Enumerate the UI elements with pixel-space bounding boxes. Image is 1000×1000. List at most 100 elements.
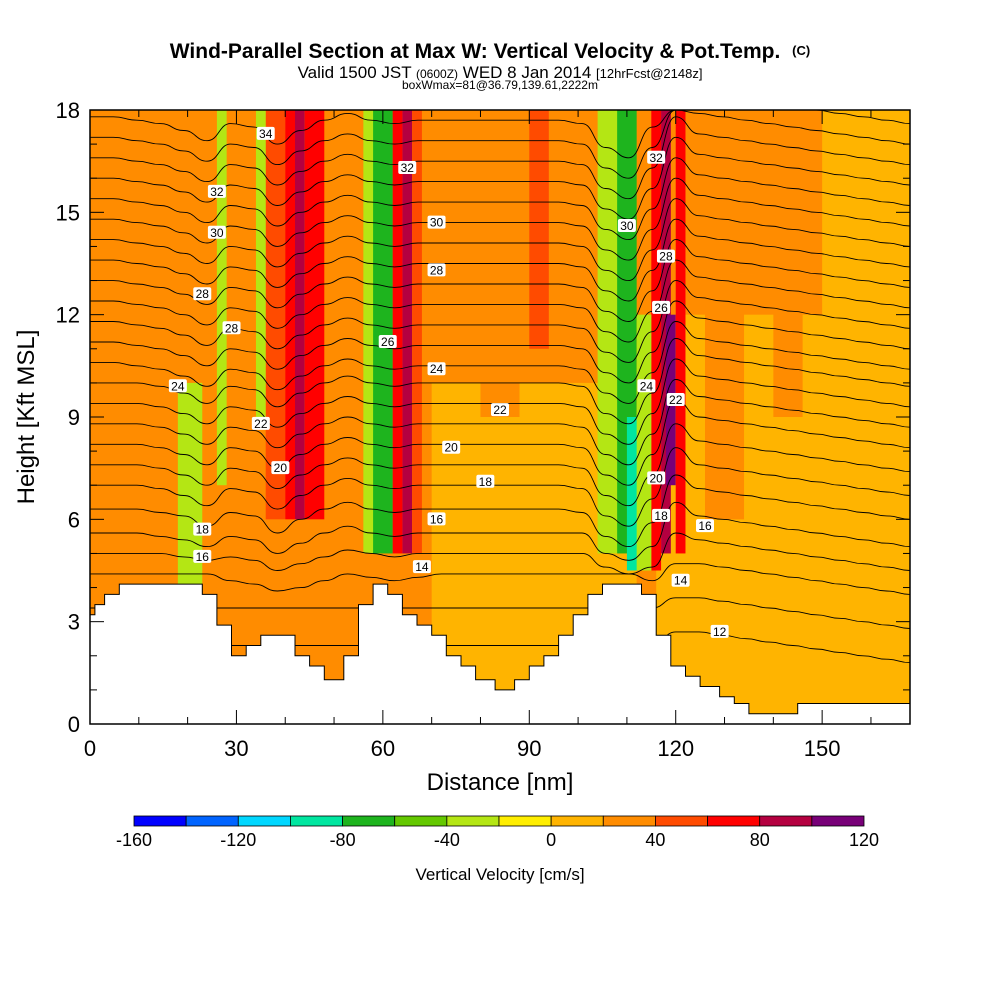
y-tick-label: 15	[56, 200, 80, 225]
contour-label: 18	[476, 474, 495, 489]
velocity-cell	[675, 110, 686, 554]
svg-text:22: 22	[669, 393, 683, 407]
axis-ticks	[89, 109, 910, 725]
colorbar-segment	[290, 815, 343, 827]
y-tick-label: 3	[68, 610, 80, 635]
contour-label: 30	[427, 215, 446, 230]
colorbar	[133, 815, 865, 827]
svg-text:22: 22	[493, 403, 507, 417]
contour-label: 30	[207, 225, 226, 240]
colorbar-segment	[342, 815, 396, 827]
contour-label: 24	[168, 379, 187, 393]
svg-text:32: 32	[401, 161, 415, 175]
svg-text:Wind-Parallel Section at Max W: Wind-Parallel Section at Max W: Vertical…	[170, 40, 810, 63]
contour-label: 32	[647, 150, 666, 165]
y-tick-labels: 0 3 6 9 12 15 18	[56, 98, 80, 737]
colorbar-segment	[237, 815, 291, 827]
svg-text:32: 32	[210, 185, 224, 199]
contour-label: 32	[398, 160, 417, 175]
contour-labels: 34 32 30 28 28 24 22 20 18 16 32 30 28 26 24 22 20 18 16 14…	[168, 126, 729, 639]
x-tick-label: 150	[804, 736, 841, 761]
velocity-cell	[651, 110, 662, 571]
colorbar-tick-label: 120	[849, 830, 879, 850]
x-tick-label: 90	[517, 736, 541, 761]
velocity-cell	[304, 110, 325, 520]
svg-text:26: 26	[381, 335, 395, 349]
contour-label: 32	[207, 184, 226, 199]
svg-text:16: 16	[430, 512, 444, 526]
colorbar-segment	[707, 815, 761, 827]
contour-label: 20	[271, 461, 290, 475]
svg-text:30: 30	[620, 219, 634, 233]
contour-label: 30	[617, 218, 636, 233]
svg-text:22: 22	[254, 417, 268, 431]
contour-label: 28	[222, 321, 241, 335]
chart-subtitle: Valid 1500 JST (0600Z) WED 8 Jan 2014 [1…	[298, 63, 703, 82]
svg-text:28: 28	[225, 321, 239, 335]
theta-contour-32	[90, 157, 910, 241]
contour-label: 14	[671, 573, 690, 588]
velocity-cell	[529, 110, 549, 349]
svg-text:24: 24	[171, 379, 185, 393]
svg-text:18: 18	[196, 523, 210, 537]
colorbar-tick-label: 80	[750, 830, 770, 850]
y-tick-label: 0	[68, 712, 80, 737]
colorbar-segment	[602, 815, 656, 827]
velocity-cell	[324, 110, 354, 622]
theta-contour-34	[90, 116, 910, 200]
theta-contour-35	[90, 110, 910, 179]
theta-contour-24	[90, 321, 910, 404]
velocity-cell	[255, 110, 266, 417]
x-axis-label: Distance [nm]	[427, 769, 574, 796]
colorbar-segment	[133, 815, 187, 827]
theta-contour-20	[90, 399, 910, 486]
svg-text:26: 26	[654, 301, 668, 315]
colorbar-segment	[394, 815, 448, 827]
colorbar-segment	[550, 815, 604, 827]
velocity-cell	[773, 110, 803, 417]
svg-text:16: 16	[196, 550, 210, 564]
theta-contour-27	[90, 259, 910, 343]
contour-label: 22	[491, 403, 509, 417]
contour-label: 16	[193, 549, 212, 564]
contour-label: 20	[442, 440, 461, 455]
chart-title: Wind-Parallel Section at Max W: Vertical…	[170, 40, 781, 63]
velocity-cell	[285, 110, 295, 520]
theta-contour-28	[90, 239, 910, 322]
svg-text:32: 32	[650, 151, 664, 165]
svg-text:12: 12	[713, 625, 727, 639]
colorbar-segment	[759, 815, 813, 827]
y-tick-label: 12	[56, 303, 80, 328]
x-tick-label: 120	[657, 736, 694, 761]
chart-title-mark: (C)	[792, 43, 810, 58]
theta-contour-25	[90, 300, 910, 384]
colorbar-tick-label: -160	[116, 830, 152, 850]
contour-label: 22	[251, 416, 270, 431]
contour-label: 16	[427, 512, 446, 526]
y-tick-label: 6	[68, 507, 80, 532]
theta-contour-31	[90, 177, 910, 261]
svg-text:30: 30	[430, 216, 444, 230]
contour-label: 26	[378, 334, 397, 349]
y-axis-label: Height [Kft MSL]	[13, 330, 40, 505]
colorbar-tick-label: 0	[546, 830, 556, 850]
theta-contour-19	[90, 423, 910, 507]
svg-text:30: 30	[210, 226, 224, 240]
x-tick-labels: 0 30 60 90 120 150	[84, 736, 841, 761]
svg-text:20: 20	[650, 471, 664, 485]
x-tick-label: 30	[224, 736, 248, 761]
theta-contour-18	[90, 447, 910, 527]
velocity-cell	[392, 110, 403, 554]
contour-label: 18	[652, 508, 671, 523]
svg-text:24: 24	[640, 379, 654, 393]
subtitle-forecast: [12hrFcst@2148z]	[596, 66, 702, 81]
contour-label: 16	[696, 519, 714, 533]
svg-text:14: 14	[674, 574, 688, 588]
theta-contour-15	[90, 532, 910, 575]
colorbar-segment	[655, 815, 708, 827]
theta-contour-23	[90, 338, 910, 425]
velocity-cell	[636, 314, 652, 571]
contour-label: 24	[427, 362, 446, 376]
colorbar-segment	[185, 815, 239, 827]
